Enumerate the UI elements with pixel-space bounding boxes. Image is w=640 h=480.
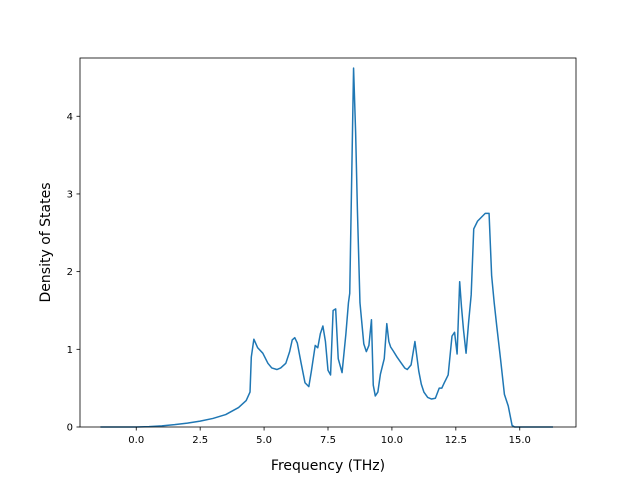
x-tick-label: 2.5 bbox=[192, 435, 208, 446]
x-tick-label: 0.0 bbox=[128, 435, 144, 446]
x-tick-label: 7.5 bbox=[320, 435, 336, 446]
y-tick-label: 2 bbox=[67, 267, 73, 278]
x-tick-label: 10.0 bbox=[381, 435, 403, 446]
y-tick-label: 0 bbox=[67, 423, 73, 434]
x-tick-label: 5.0 bbox=[256, 435, 272, 446]
y-tick-label: 3 bbox=[67, 190, 73, 201]
y-axis-label: Density of States bbox=[38, 183, 54, 303]
axes-frame bbox=[79, 57, 577, 428]
plot-area bbox=[100, 67, 553, 428]
x-tick-label: 12.5 bbox=[445, 435, 467, 446]
x-axis-label: Frequency (THz) bbox=[271, 458, 385, 474]
dos-series-line-0 bbox=[100, 67, 553, 428]
y-tick-label: 4 bbox=[67, 112, 73, 123]
axis-ticks: 0.0 2.5 5.0 7.5 10.0 12.5 15.0 0 1 2 3 4 bbox=[67, 112, 531, 446]
x-tick-label: 15.0 bbox=[509, 435, 531, 446]
y-tick-label: 1 bbox=[67, 345, 73, 356]
